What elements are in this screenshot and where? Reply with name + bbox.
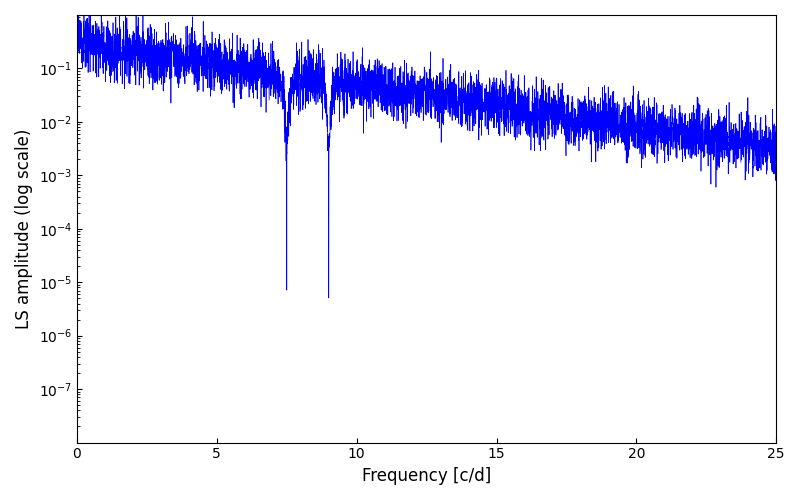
Y-axis label: LS amplitude (log scale): LS amplitude (log scale) [15, 128, 33, 329]
X-axis label: Frequency [c/d]: Frequency [c/d] [362, 467, 491, 485]
